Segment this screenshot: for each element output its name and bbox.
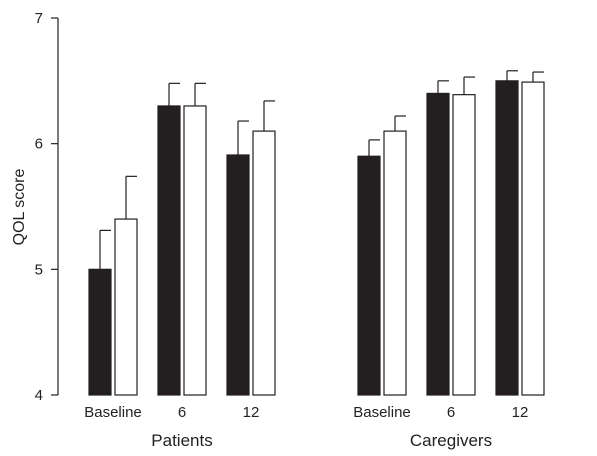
- bars: [88, 70, 545, 396]
- bar: [357, 155, 381, 396]
- y-tick-label: 5: [35, 261, 43, 278]
- category-label: Baseline: [353, 404, 411, 421]
- bar: [383, 130, 407, 396]
- category-label: 12: [512, 404, 529, 421]
- bar: [495, 80, 519, 396]
- group-label: Caregivers: [410, 431, 492, 450]
- axes: 4 5 6 7: [35, 10, 59, 404]
- category-label: 6: [178, 404, 186, 421]
- group-label: Patients: [151, 431, 212, 450]
- category-label: 12: [243, 404, 260, 421]
- bar: [157, 105, 181, 396]
- bar: [183, 105, 207, 396]
- category-label: 6: [447, 404, 455, 421]
- bar: [426, 92, 450, 396]
- category-label: Baseline: [84, 404, 142, 421]
- y-tick-label: 7: [35, 10, 43, 27]
- bar: [252, 130, 276, 396]
- labels: Baseline 6 12 Patients Baseline 6 12 Caregivers: [84, 404, 528, 450]
- bar: [452, 94, 476, 396]
- y-axis-title: QOL score: [11, 169, 28, 246]
- bar: [226, 154, 250, 396]
- bar: [88, 268, 112, 396]
- bar: [114, 218, 138, 396]
- bar: [521, 81, 545, 396]
- y-tick-label: 4: [35, 387, 43, 404]
- y-tick-label: 6: [35, 136, 43, 153]
